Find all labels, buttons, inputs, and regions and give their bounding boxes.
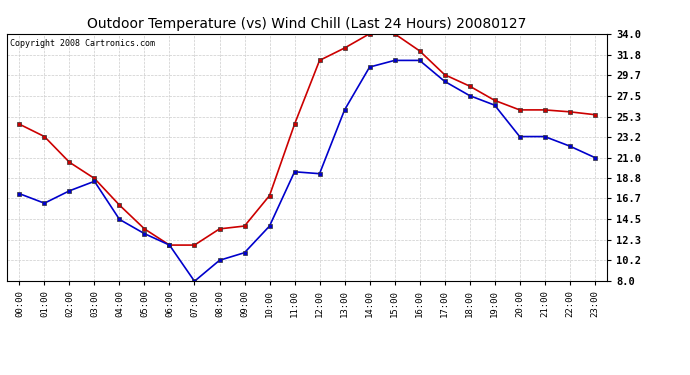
Title: Outdoor Temperature (vs) Wind Chill (Last 24 Hours) 20080127: Outdoor Temperature (vs) Wind Chill (Las… bbox=[88, 17, 526, 31]
Text: Copyright 2008 Cartronics.com: Copyright 2008 Cartronics.com bbox=[10, 39, 155, 48]
